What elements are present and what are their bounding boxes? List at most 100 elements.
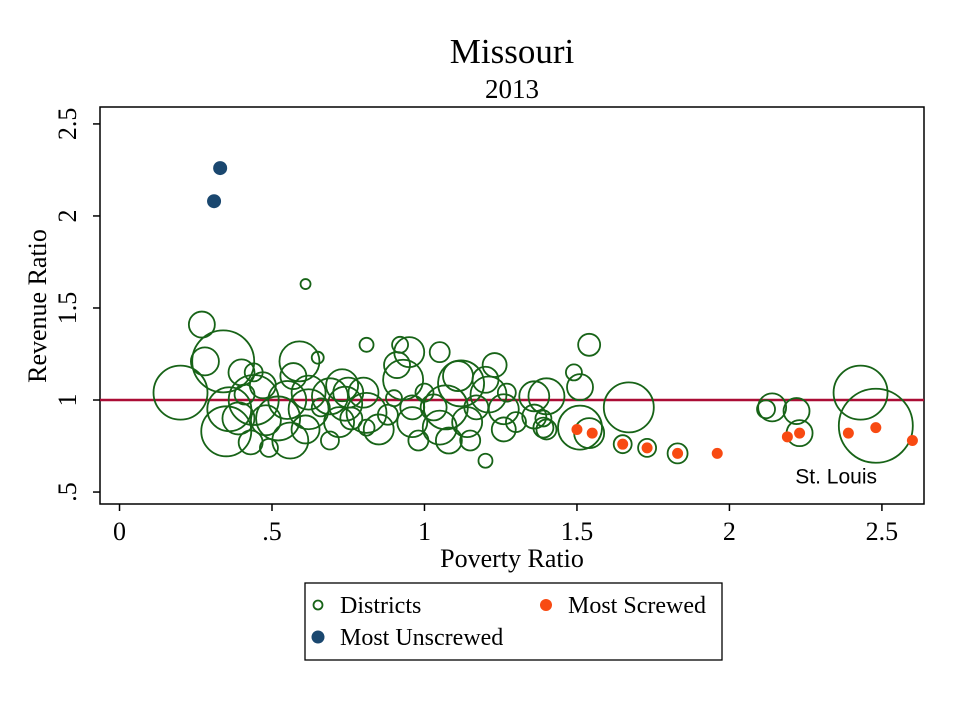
districts-point <box>481 352 508 378</box>
legend-label-most-screwed: Most Screwed <box>568 593 706 619</box>
most-screwed-point <box>617 438 629 450</box>
districts-point <box>320 430 340 451</box>
most-screwed-point <box>906 435 918 447</box>
districts-point <box>396 406 429 438</box>
districts-point <box>290 374 327 411</box>
most-screwed-point <box>711 447 723 459</box>
districts-point <box>358 336 375 353</box>
districts-point <box>666 442 689 465</box>
districts-point <box>382 358 425 401</box>
x-tick-label: .5 <box>262 517 282 546</box>
x-axis-ticks: 0 .5 1 1.5 2 2.5 <box>113 504 898 546</box>
districts-point <box>505 411 527 433</box>
x-tick-label: 2 <box>723 517 736 546</box>
districts-point <box>434 426 463 455</box>
x-tick-label: 1.5 <box>561 517 594 546</box>
districts-point <box>566 373 594 402</box>
most-screwed-point <box>842 427 854 439</box>
most-unscrewed-point <box>207 194 222 209</box>
districts-point <box>299 278 312 290</box>
districts-point <box>832 364 889 421</box>
districts-point <box>311 377 349 416</box>
districts-point <box>290 414 321 445</box>
plot-frame <box>99 106 925 505</box>
districts-point <box>534 409 553 428</box>
districts-point <box>310 397 331 418</box>
districts-point <box>637 437 657 458</box>
most-screwed-point <box>641 442 653 454</box>
districts-point <box>612 434 633 455</box>
y-axis-ticks: .5 1 1.5 2 2.5 <box>53 108 100 502</box>
most-screwed-point <box>571 423 583 435</box>
districts-point <box>757 392 788 423</box>
districts-point <box>469 375 508 414</box>
chart-subtitle: 2013 <box>485 74 539 104</box>
districts-point <box>407 429 430 452</box>
districts-point <box>437 359 485 408</box>
x-tick-label: 2.5 <box>866 517 899 546</box>
legend: Districts Most Screwed Most Unscrewed <box>304 582 723 661</box>
most-screwed-point <box>870 422 882 434</box>
districts-point <box>532 416 555 439</box>
districts-point <box>496 382 517 403</box>
y-axis-label: Revenue Ratio <box>23 229 52 383</box>
districts-point <box>339 406 364 431</box>
legend-marker-most-screwed <box>540 599 552 611</box>
districts-point <box>490 416 517 443</box>
legend-box <box>304 582 723 661</box>
legend-marker-most-unscrewed <box>311 630 325 644</box>
legend-label-districts: Districts <box>340 593 421 619</box>
districts-point <box>422 384 469 431</box>
districts-point <box>421 409 458 446</box>
y-tick-label: 2.5 <box>53 108 82 140</box>
most-screwed-point <box>672 447 684 459</box>
districts-point <box>565 363 583 382</box>
most-screwed-point <box>586 427 598 439</box>
y-tick-label: 1 <box>53 394 82 407</box>
districts-point <box>200 405 253 458</box>
districts-point <box>191 329 256 394</box>
districts-point <box>385 389 403 408</box>
districts-point <box>249 404 282 437</box>
districts-point <box>756 399 776 420</box>
districts-point <box>278 340 321 383</box>
districts-point <box>190 346 220 377</box>
districts-point <box>310 350 325 365</box>
districts-point <box>477 452 494 469</box>
districts-point <box>471 365 500 394</box>
districts-point <box>221 401 256 436</box>
districts-point <box>187 310 216 339</box>
most-unscrewed-point <box>213 161 228 176</box>
districts-point <box>152 364 209 421</box>
x-tick-label: 1 <box>418 517 431 546</box>
districts-point <box>602 381 655 434</box>
bubbles-layer <box>152 161 918 469</box>
districts-point <box>345 391 388 434</box>
districts-point <box>383 351 411 379</box>
x-axis-label: Poverty Ratio <box>440 544 584 573</box>
y-tick-label: .5 <box>53 482 82 502</box>
districts-point <box>557 404 603 451</box>
most-screwed-point <box>794 427 806 439</box>
districts-point <box>837 387 914 464</box>
legend-marker-districts <box>312 599 324 611</box>
districts-point <box>428 341 451 364</box>
x-tick-label: 0 <box>113 517 126 546</box>
districts-point <box>459 429 482 452</box>
y-tick-label: 2 <box>53 209 82 222</box>
districts-point <box>267 380 308 420</box>
districts-point <box>518 380 551 413</box>
districts-point <box>255 395 301 442</box>
districts-point <box>527 377 566 416</box>
chart-title: Missouri <box>450 32 575 71</box>
districts-point <box>376 403 399 426</box>
st-louis-annotation: St. Louis <box>795 465 877 488</box>
districts-point <box>535 418 558 441</box>
districts-point <box>782 397 811 425</box>
districts-point <box>259 437 279 458</box>
districts-point <box>325 368 360 403</box>
districts-point <box>577 332 602 357</box>
legend-label-most-unscrewed: Most Unscrewed <box>340 625 503 651</box>
